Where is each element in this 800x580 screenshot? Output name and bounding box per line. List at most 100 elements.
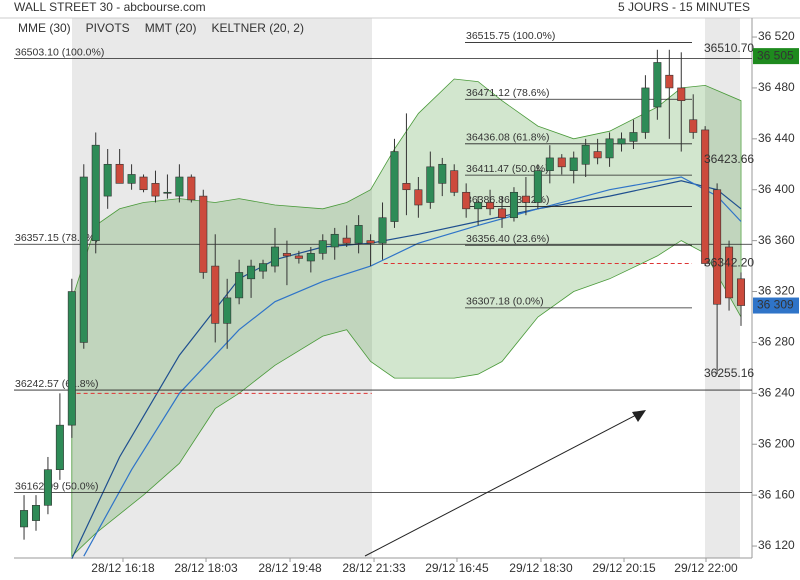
y-tick-label: 36 400 (758, 182, 795, 196)
candle-body (175, 176, 184, 197)
candle-body (605, 138, 614, 159)
candle-body (474, 202, 483, 210)
candle-body (402, 183, 411, 191)
pivot-label: 36471.12 (78.6%) (466, 87, 549, 99)
candle-body (187, 176, 196, 201)
price-tag: 36423.66 (704, 152, 754, 166)
y-tick-label: 36 280 (758, 335, 795, 349)
candle-body (67, 291, 76, 426)
candle-body (115, 163, 124, 184)
x-tick-label: 28/12 16:18 (91, 561, 155, 575)
price-tag: 36342.20 (704, 255, 754, 269)
pivot-label: 36357.15 (78.6%) (15, 232, 98, 244)
candle-body (79, 176, 88, 343)
candle-body (689, 119, 698, 133)
candle-body (31, 505, 40, 521)
candle-body (617, 138, 626, 145)
x-tick-label: 28/12 19:48 (258, 561, 322, 575)
pivot-label: 36503.10 (100.0%) (15, 46, 104, 58)
candle-body (438, 163, 447, 184)
price-tag: 36510.70 (704, 41, 754, 55)
candle-body (235, 272, 244, 299)
y-tick-label: 36 480 (758, 80, 795, 94)
candle-body (737, 278, 746, 306)
candle-body (103, 163, 112, 197)
candle-body (629, 132, 638, 142)
candle-body (713, 189, 722, 305)
pivot-label: 36515.75 (100.0%) (466, 30, 555, 42)
chart-subtitle: 5 JOURS - 15 MINUTES (618, 0, 750, 14)
legend-entry: MME (30) (18, 21, 71, 35)
candle-body (641, 87, 650, 133)
x-tick-label: 29/12 16:45 (425, 561, 489, 575)
y-tick-label: 36 200 (758, 436, 795, 450)
pivot-label: 36356.40 (23.6%) (466, 233, 549, 245)
pivot-label: 36162.09 (50.0%) (15, 480, 98, 492)
price-tag-box (753, 48, 799, 65)
price-tag-box (753, 297, 799, 314)
session-shade (705, 18, 740, 558)
y-tick-label: 36 520 (758, 29, 795, 43)
candle-body (509, 191, 518, 219)
candle-body (55, 424, 64, 470)
trend-arrow (364, 412, 641, 557)
candle-body (593, 151, 602, 159)
pivot-label: 36411.47 (50.0%) (466, 163, 549, 175)
candle-body (151, 183, 160, 197)
candle-body (366, 240, 375, 244)
candle-body (43, 469, 52, 506)
candle-body (163, 191, 172, 194)
candle-body (498, 208, 507, 219)
candle-body (199, 195, 208, 273)
candle-body (486, 202, 495, 210)
price-tag: 36 505 (757, 48, 794, 62)
y-tick-label: 36 360 (758, 233, 795, 247)
candle-body (91, 144, 100, 241)
pivot-label: 36436.08 (61.8%) (466, 132, 549, 144)
candle-body (330, 233, 339, 248)
candle-body (342, 237, 351, 244)
candle-body (306, 253, 315, 262)
candle-body (139, 176, 148, 191)
candle-body (378, 217, 387, 244)
y-tick-label: 36 240 (758, 386, 795, 400)
candle-body (653, 62, 662, 108)
y-tick-label: 36 440 (758, 131, 795, 145)
candle-body (521, 195, 530, 203)
legend-entry: KELTNER (20, 2) (211, 21, 303, 35)
candle-body (450, 170, 459, 193)
candle-body (462, 191, 471, 210)
candle-body (259, 263, 268, 272)
candle-body (533, 170, 542, 203)
price-tag: 36 309 (757, 298, 794, 312)
y-tick-label: 36 120 (758, 538, 795, 552)
price-tag: 36255.16 (704, 366, 754, 380)
chart-title: WALL STREET 30 - abcbourse.com (14, 0, 206, 14)
candle-body (354, 225, 363, 244)
candle-body (270, 246, 279, 267)
candle-body (294, 255, 303, 259)
y-tick-label: 36 320 (758, 284, 795, 298)
candle-body (701, 129, 710, 264)
y-tick-label: 36 160 (758, 487, 795, 501)
candle-body (414, 189, 423, 206)
x-tick-label: 29/12 18:30 (509, 561, 573, 575)
candle-body (318, 240, 327, 254)
candle-body (557, 157, 566, 168)
x-tick-label: 29/12 20:15 (592, 561, 656, 575)
candle-body (725, 246, 734, 299)
candle-body (581, 144, 590, 165)
moving-average (83, 176, 742, 557)
x-tick-label: 28/12 21:33 (342, 561, 406, 575)
session-shade (72, 18, 372, 558)
x-tick-label: 28/12 18:03 (174, 561, 238, 575)
candle-body (665, 74, 674, 89)
pivot-label: 36242.57 (61.8%) (15, 378, 98, 390)
candle-body (545, 157, 554, 171)
candle-body (127, 174, 136, 184)
moving-average (71, 180, 742, 560)
arrow-head (632, 410, 646, 422)
candle-body (247, 265, 256, 280)
legend-entry: MMT (20) (145, 21, 197, 35)
